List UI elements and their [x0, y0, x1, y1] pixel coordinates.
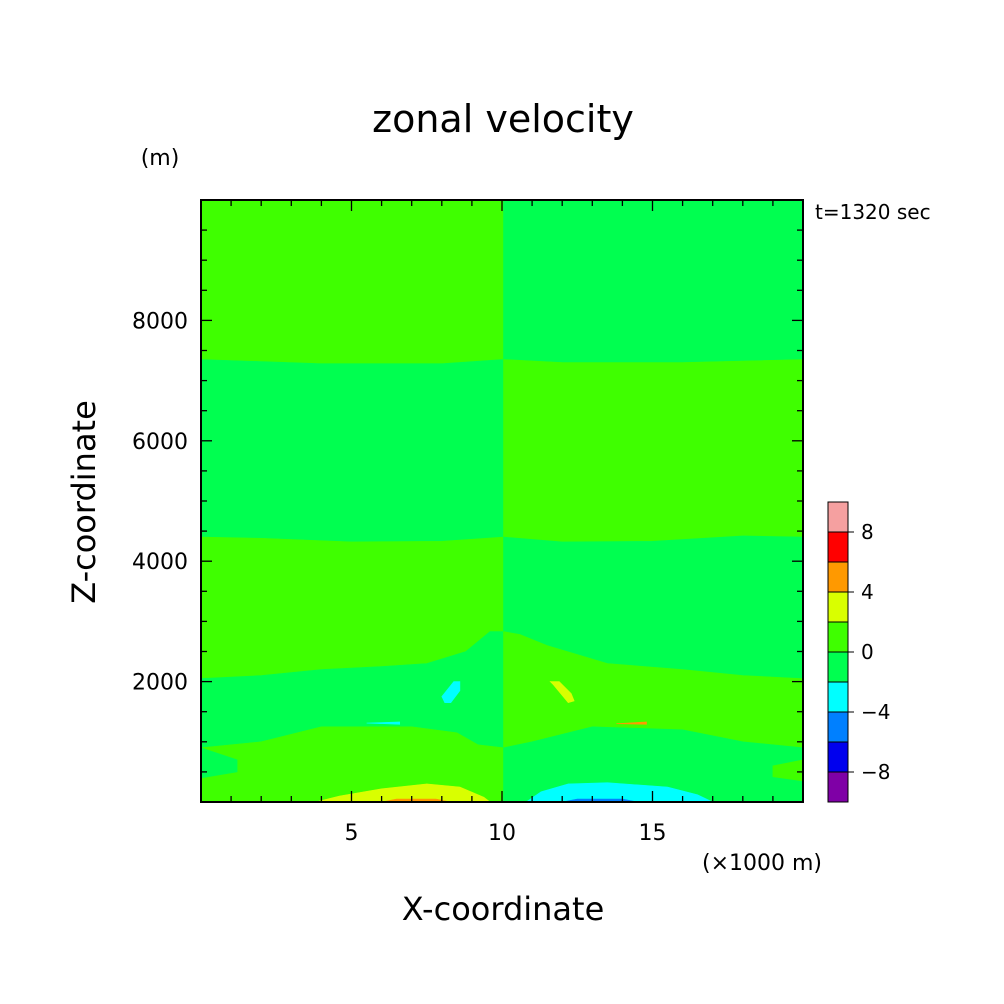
contour-region-sliver-right: [616, 721, 647, 725]
colorbar-swatch: [827, 711, 849, 743]
colorbar-label: 4: [861, 580, 874, 604]
contour-region-upper-right: [503, 199, 804, 363]
x-axis-label: X-coordinate: [402, 890, 605, 928]
contour-fills: [200, 199, 804, 803]
colorbar-swatch: [827, 561, 849, 593]
colorbar-label: 8: [861, 520, 874, 544]
colorbar-label: −8: [861, 760, 890, 784]
colorbar-label: 0: [861, 640, 874, 664]
colorbar-swatch: [827, 771, 849, 803]
contour-region-middle-left: [200, 359, 504, 543]
plot-frame: [200, 199, 804, 803]
colorbar-swatch: [827, 531, 849, 563]
y-tick-label: 4000: [132, 550, 188, 575]
axis-ticks: 5 10 15 2000 4000 6000 8000: [132, 200, 803, 846]
y-tick-label: 2000: [132, 671, 188, 696]
x-unit-label: (×1000 m): [702, 851, 822, 876]
contour-region-middle-right: [503, 359, 804, 543]
y-unit-label: (m): [141, 146, 180, 171]
time-label: t=1320 sec: [815, 200, 931, 224]
contour-region-surface-right: [525, 782, 713, 803]
colorbar: −8 −4 0 4 8: [827, 501, 890, 803]
contour-region-eddy-right: [549, 681, 575, 704]
colorbar-swatch: [827, 681, 849, 713]
x-tick-label: 10: [488, 821, 516, 846]
colorbar-swatch: [827, 741, 849, 773]
contour-region-sliver-left: [366, 721, 401, 725]
colorbar-swatch: [827, 621, 849, 653]
y-tick-label: 8000: [132, 309, 188, 334]
contour-region-upper-left: [200, 199, 504, 365]
contour-region-eddy-left: [441, 681, 461, 704]
y-tick-label: 6000: [132, 430, 188, 455]
x-tick-label: 5: [345, 821, 359, 846]
chart-title: zonal velocity: [372, 97, 634, 141]
colorbar-swatch: [827, 501, 849, 533]
colorbar-swatch: [827, 591, 849, 623]
y-axis-label: Z-coordinate: [65, 400, 103, 604]
colorbar-swatch: [827, 651, 849, 683]
x-tick-label: 15: [639, 821, 667, 846]
colorbar-label: −4: [861, 700, 890, 724]
